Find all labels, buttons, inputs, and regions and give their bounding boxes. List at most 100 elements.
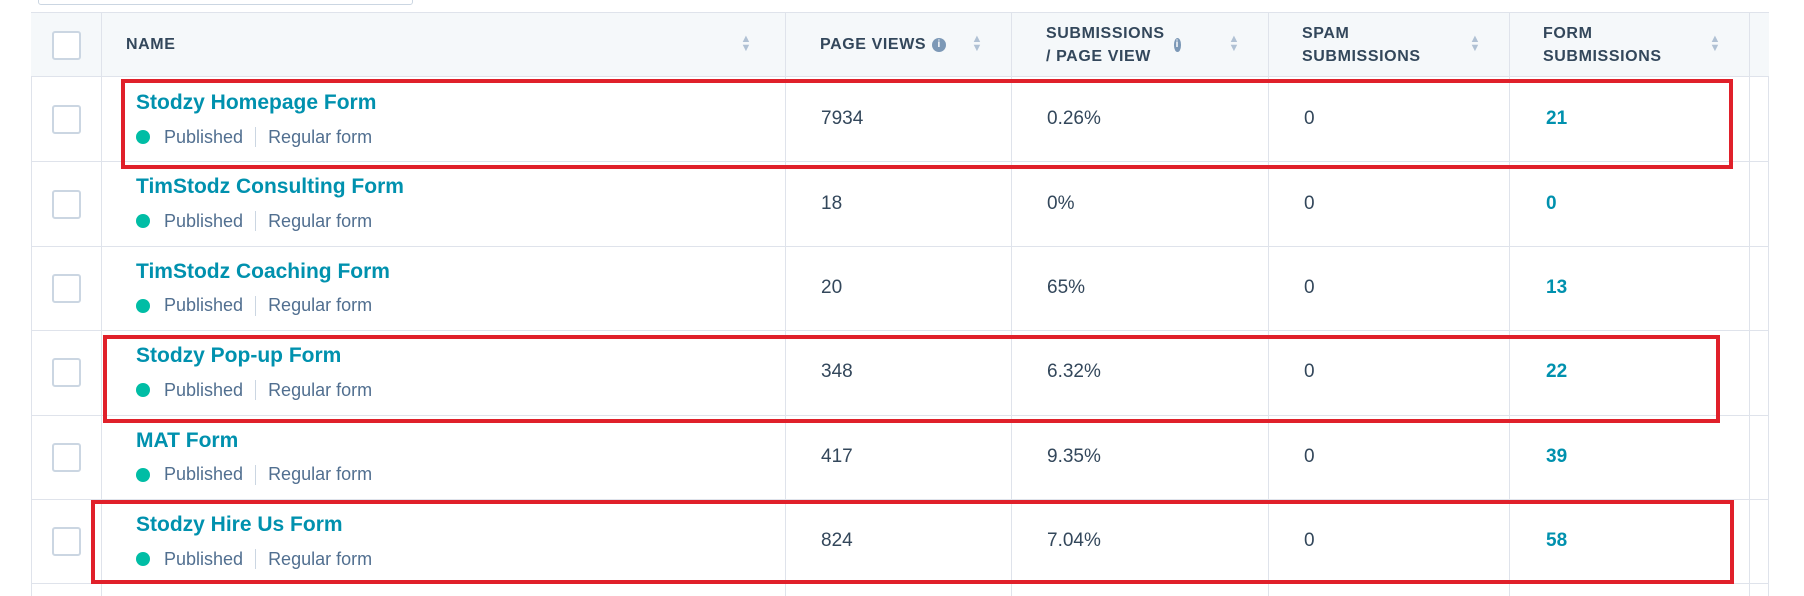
cell-value: 0.26% [1047,108,1101,130]
row-checkbox[interactable] [52,105,81,135]
sort-arrows[interactable]: ▲ ▼ [1228,32,1240,54]
form-status: Published Regular form [136,209,372,233]
status-dot [136,130,150,144]
form-submissions-link[interactable]: 39 [1546,445,1568,467]
column-header-label: PAGE VIEWS [820,36,927,53]
form-submissions-link[interactable]: 58 [1546,530,1568,552]
status-dot [136,214,150,229]
column-header-label: NAME [126,36,176,53]
column-header[interactable]: SPAM SUBMISSIONS [1302,12,1452,77]
column-divider [785,12,786,596]
separator [255,127,257,147]
cell-value: 348 [821,361,853,383]
cell-value: 417 [821,445,853,467]
column-divider [1749,12,1750,596]
cell-value: 7.04% [1047,530,1101,552]
column-divider [1268,12,1269,596]
form-submissions-link[interactable]: 21 [1546,108,1568,130]
form-name[interactable]: Stodzy Hire Us Form [136,513,343,536]
cell-value: 0 [1304,277,1315,298]
row-checkbox[interactable] [52,189,81,219]
row-divider [31,245,1769,247]
column-header[interactable]: PAGE VIEWS i [820,12,970,77]
column-divider [1011,12,1012,596]
status-text: Published [164,126,244,147]
form-name[interactable]: Stodzy Homepage Form [136,91,377,114]
status-text: Published [164,379,244,400]
status-text: Published [164,548,244,569]
form-type: Regular form [268,210,373,231]
form-submissions-link[interactable]: 22 [1546,361,1568,383]
form-name[interactable]: TimStodz Coaching Form [136,259,390,283]
cell-value: 0 [1304,530,1315,552]
row-checkbox[interactable] [52,527,81,557]
column-header[interactable]: NAME [126,12,326,77]
column-header-label: SUBMISSIONS / PAGE VIEW [1046,24,1165,65]
cell-value: 824 [821,530,853,552]
status-text: Published [164,210,244,231]
status-text: Published [164,464,244,485]
form-type: Regular form [268,379,373,400]
cell-value: 7934 [821,108,864,130]
row-divider [31,414,1769,416]
separator [255,295,257,316]
form-type: Regular form [268,548,373,569]
highlight-box [103,335,1720,423]
form-status: Published Regular form [136,294,372,318]
form-name[interactable]: TimStodz Consulting Form [136,175,404,199]
row-checkbox[interactable] [52,274,81,303]
form-name[interactable]: Stodzy Pop-up Form [136,344,342,368]
cell-value: 0 [1304,108,1315,130]
form-submissions-link[interactable]: 0 [1546,192,1557,214]
cell-value: 20 [821,277,843,298]
row-divider [31,161,1769,163]
form-status: Published Regular form [136,378,372,402]
form-type: Regular form [268,126,373,147]
info-icon[interactable]: i [932,37,947,52]
row-checkbox[interactable] [52,442,81,472]
cell-value: 65% [1047,277,1086,298]
status-dot [136,298,150,313]
sort-arrows[interactable]: ▲ ▼ [1469,32,1481,54]
header-bg [31,12,1769,77]
select-all-checkbox[interactable] [52,30,81,60]
cell-value: 0 [1304,361,1315,383]
form-type: Regular form [268,295,373,316]
row-checkbox[interactable] [52,358,81,388]
highlight-box [91,500,1734,584]
column-header-label: FORM SUBMISSIONS [1543,24,1662,65]
column-divider [101,12,102,596]
column-header[interactable]: FORM SUBMISSIONS [1543,12,1693,77]
status-dot [136,467,150,482]
sort-arrows[interactable]: ▲ ▼ [740,32,752,54]
separator [255,380,257,401]
cell-value: 0 [1304,192,1315,214]
form-submissions-link[interactable]: 13 [1546,277,1568,298]
form-name[interactable]: MAT Form [136,428,239,452]
form-status: Published Regular form [136,125,372,149]
separator [255,211,257,232]
column-divider [1509,12,1510,596]
cell-value: 6.32% [1047,361,1101,383]
form-status: Published Regular form [136,463,372,487]
separator [255,549,257,569]
highlight-box [121,79,1733,169]
separator [255,464,257,485]
cell-value: 9.35% [1047,445,1101,467]
status-text: Published [164,295,244,316]
row-divider [31,499,1769,500]
sort-arrows[interactable]: ▲ ▼ [1709,32,1721,54]
column-header[interactable]: SUBMISSIONS / PAGE VIEW i [1046,12,1181,77]
search-box[interactable] [38,0,413,5]
status-dot [136,552,150,566]
column-header-label: SPAM SUBMISSIONS [1302,24,1421,65]
row-divider [31,330,1769,332]
table-frame [31,12,1769,596]
form-type: Regular form [268,464,373,485]
form-status: Published Regular form [136,547,372,571]
info-icon[interactable]: i [1173,37,1181,52]
sort-arrows[interactable]: ▲ ▼ [971,32,983,54]
cell-value: 0% [1047,192,1075,214]
cell-value: 18 [821,192,843,214]
